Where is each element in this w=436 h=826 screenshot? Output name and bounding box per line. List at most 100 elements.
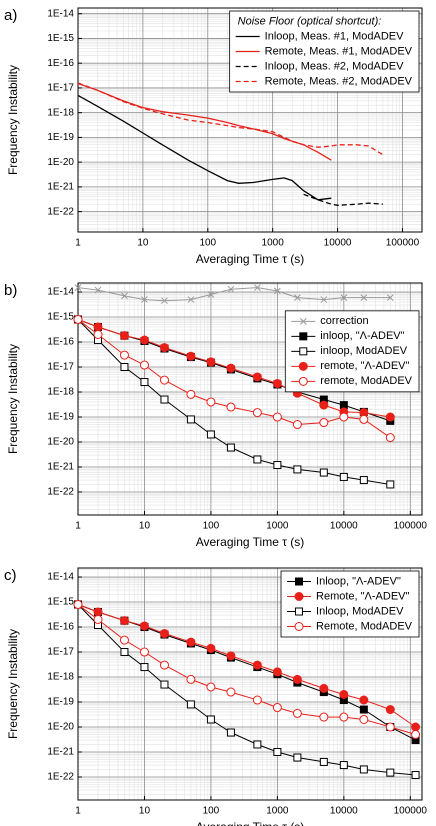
legend: Inloop, "Λ-ADEV" Remote, "Λ-ADEV" Inloop, … (280, 570, 420, 638)
marker (140, 663, 149, 672)
legend: correction inloop, "Λ-ADEV" inloop, ModADE… (284, 310, 420, 393)
y-tick-label: 1E-15 (47, 597, 74, 608)
y-tick-label: 1E-18 (47, 107, 74, 118)
x-axis-label: Averaging Time τ (s) (196, 535, 305, 549)
marker (93, 330, 103, 340)
marker (120, 648, 129, 657)
marker (207, 291, 215, 298)
y-tick-label: 1E-20 (47, 157, 74, 168)
marker (187, 296, 195, 303)
marker (319, 418, 329, 428)
marker (319, 757, 328, 766)
marker (226, 443, 235, 452)
plot-frame (77, 282, 423, 516)
y-tick-label: 1E-21 (47, 182, 74, 193)
y-tick-label: 1E-21 (47, 462, 74, 473)
marker (339, 761, 348, 770)
marker (119, 616, 129, 626)
series-line (303, 193, 383, 206)
legend-label: Remote, Meas. #2, ModADEV (265, 75, 413, 87)
marker (359, 695, 369, 705)
x-tick-label: 100 (199, 238, 216, 249)
y-tick-label: 1E-22 (47, 487, 74, 498)
x-tick-label: 1000 (262, 238, 285, 249)
series-line (78, 604, 416, 735)
plot-frame (77, 567, 423, 801)
y-tick-label: 1E-22 (47, 206, 74, 217)
marker (292, 420, 302, 430)
marker (226, 728, 235, 737)
plot-frame (77, 7, 423, 233)
y-tick-label: 1E-15 (47, 312, 74, 323)
marker (226, 651, 236, 661)
y-tick-label: 1E-19 (47, 132, 74, 143)
legend-label: remote, "Λ-ADEV" (320, 360, 409, 372)
x-tick-label: 10000 (330, 806, 358, 817)
marker (186, 637, 196, 647)
marker (299, 332, 308, 341)
marker (274, 287, 281, 295)
marker (206, 715, 215, 724)
marker (386, 480, 395, 489)
x-tick-label: 10000 (324, 238, 352, 249)
marker (295, 607, 304, 616)
marker (386, 294, 394, 301)
marker (411, 771, 420, 780)
legend-box (229, 10, 420, 93)
marker (93, 607, 103, 617)
marker (186, 351, 196, 361)
x-axis-label: Averaging Time τ (s) (196, 252, 305, 266)
y-tick-label: 1E-22 (47, 772, 74, 783)
y-axis-label: Frequency Instability (6, 344, 20, 454)
marker (411, 722, 421, 732)
panel: 1 10 100 1000 10000 100000 1E-14 1E-15 1E-16 1E-1… (4, 7, 423, 266)
marker (385, 412, 395, 422)
x-tick-label: 1 (75, 521, 81, 532)
x-tick-label: 100 (203, 521, 220, 532)
x-tick-label: 100 (203, 806, 220, 817)
legend-label: Remote, Meas. #1, ModADEV (265, 45, 413, 57)
marker (319, 683, 329, 693)
legend: Noise Floor (optical shortcut): Inloop, M… (229, 10, 420, 93)
marker (272, 667, 282, 677)
marker (339, 712, 349, 722)
y-axis-label: Frequency Instability (6, 629, 20, 739)
panel-label: c) (4, 567, 17, 584)
marker (298, 376, 308, 386)
marker (159, 660, 169, 670)
marker (339, 412, 349, 422)
x-tick-label: 10 (139, 521, 151, 532)
y-tick-label: 1E-17 (47, 647, 74, 658)
marker (319, 400, 329, 410)
legend-label: Inloop, "Λ-ADEV" (316, 575, 401, 587)
x-tick-label: 100000 (394, 521, 428, 532)
marker (273, 461, 282, 470)
x-tick-label: 100000 (394, 806, 428, 817)
marker (252, 372, 262, 382)
marker (74, 284, 82, 291)
marker (252, 408, 262, 418)
y-tick-label: 1E-19 (47, 697, 74, 708)
marker (186, 389, 196, 399)
marker (139, 647, 149, 657)
marker (206, 430, 215, 439)
panel: 1 10 100 1000 10000 100000 1E-14 1E-15 1E-16 1E-1… (4, 567, 427, 826)
marker (340, 294, 348, 301)
marker (294, 294, 301, 301)
marker (93, 615, 103, 625)
y-tick-label: 1E-14 (47, 572, 74, 583)
marker (386, 768, 395, 777)
legend-label: Inloop, Meas. #2, ModADEV (265, 60, 404, 72)
marker (227, 285, 235, 293)
x-tick-label: 1000 (266, 521, 289, 532)
marker (411, 730, 421, 740)
y-tick-label: 1E-14 (47, 8, 74, 19)
marker (292, 708, 302, 718)
marker (359, 414, 369, 424)
marker (294, 622, 304, 631)
legend-label: Remote, "Λ-ADEV" (316, 590, 409, 602)
marker (319, 468, 328, 477)
marker (298, 361, 308, 371)
marker (359, 705, 368, 714)
marker (206, 357, 216, 367)
